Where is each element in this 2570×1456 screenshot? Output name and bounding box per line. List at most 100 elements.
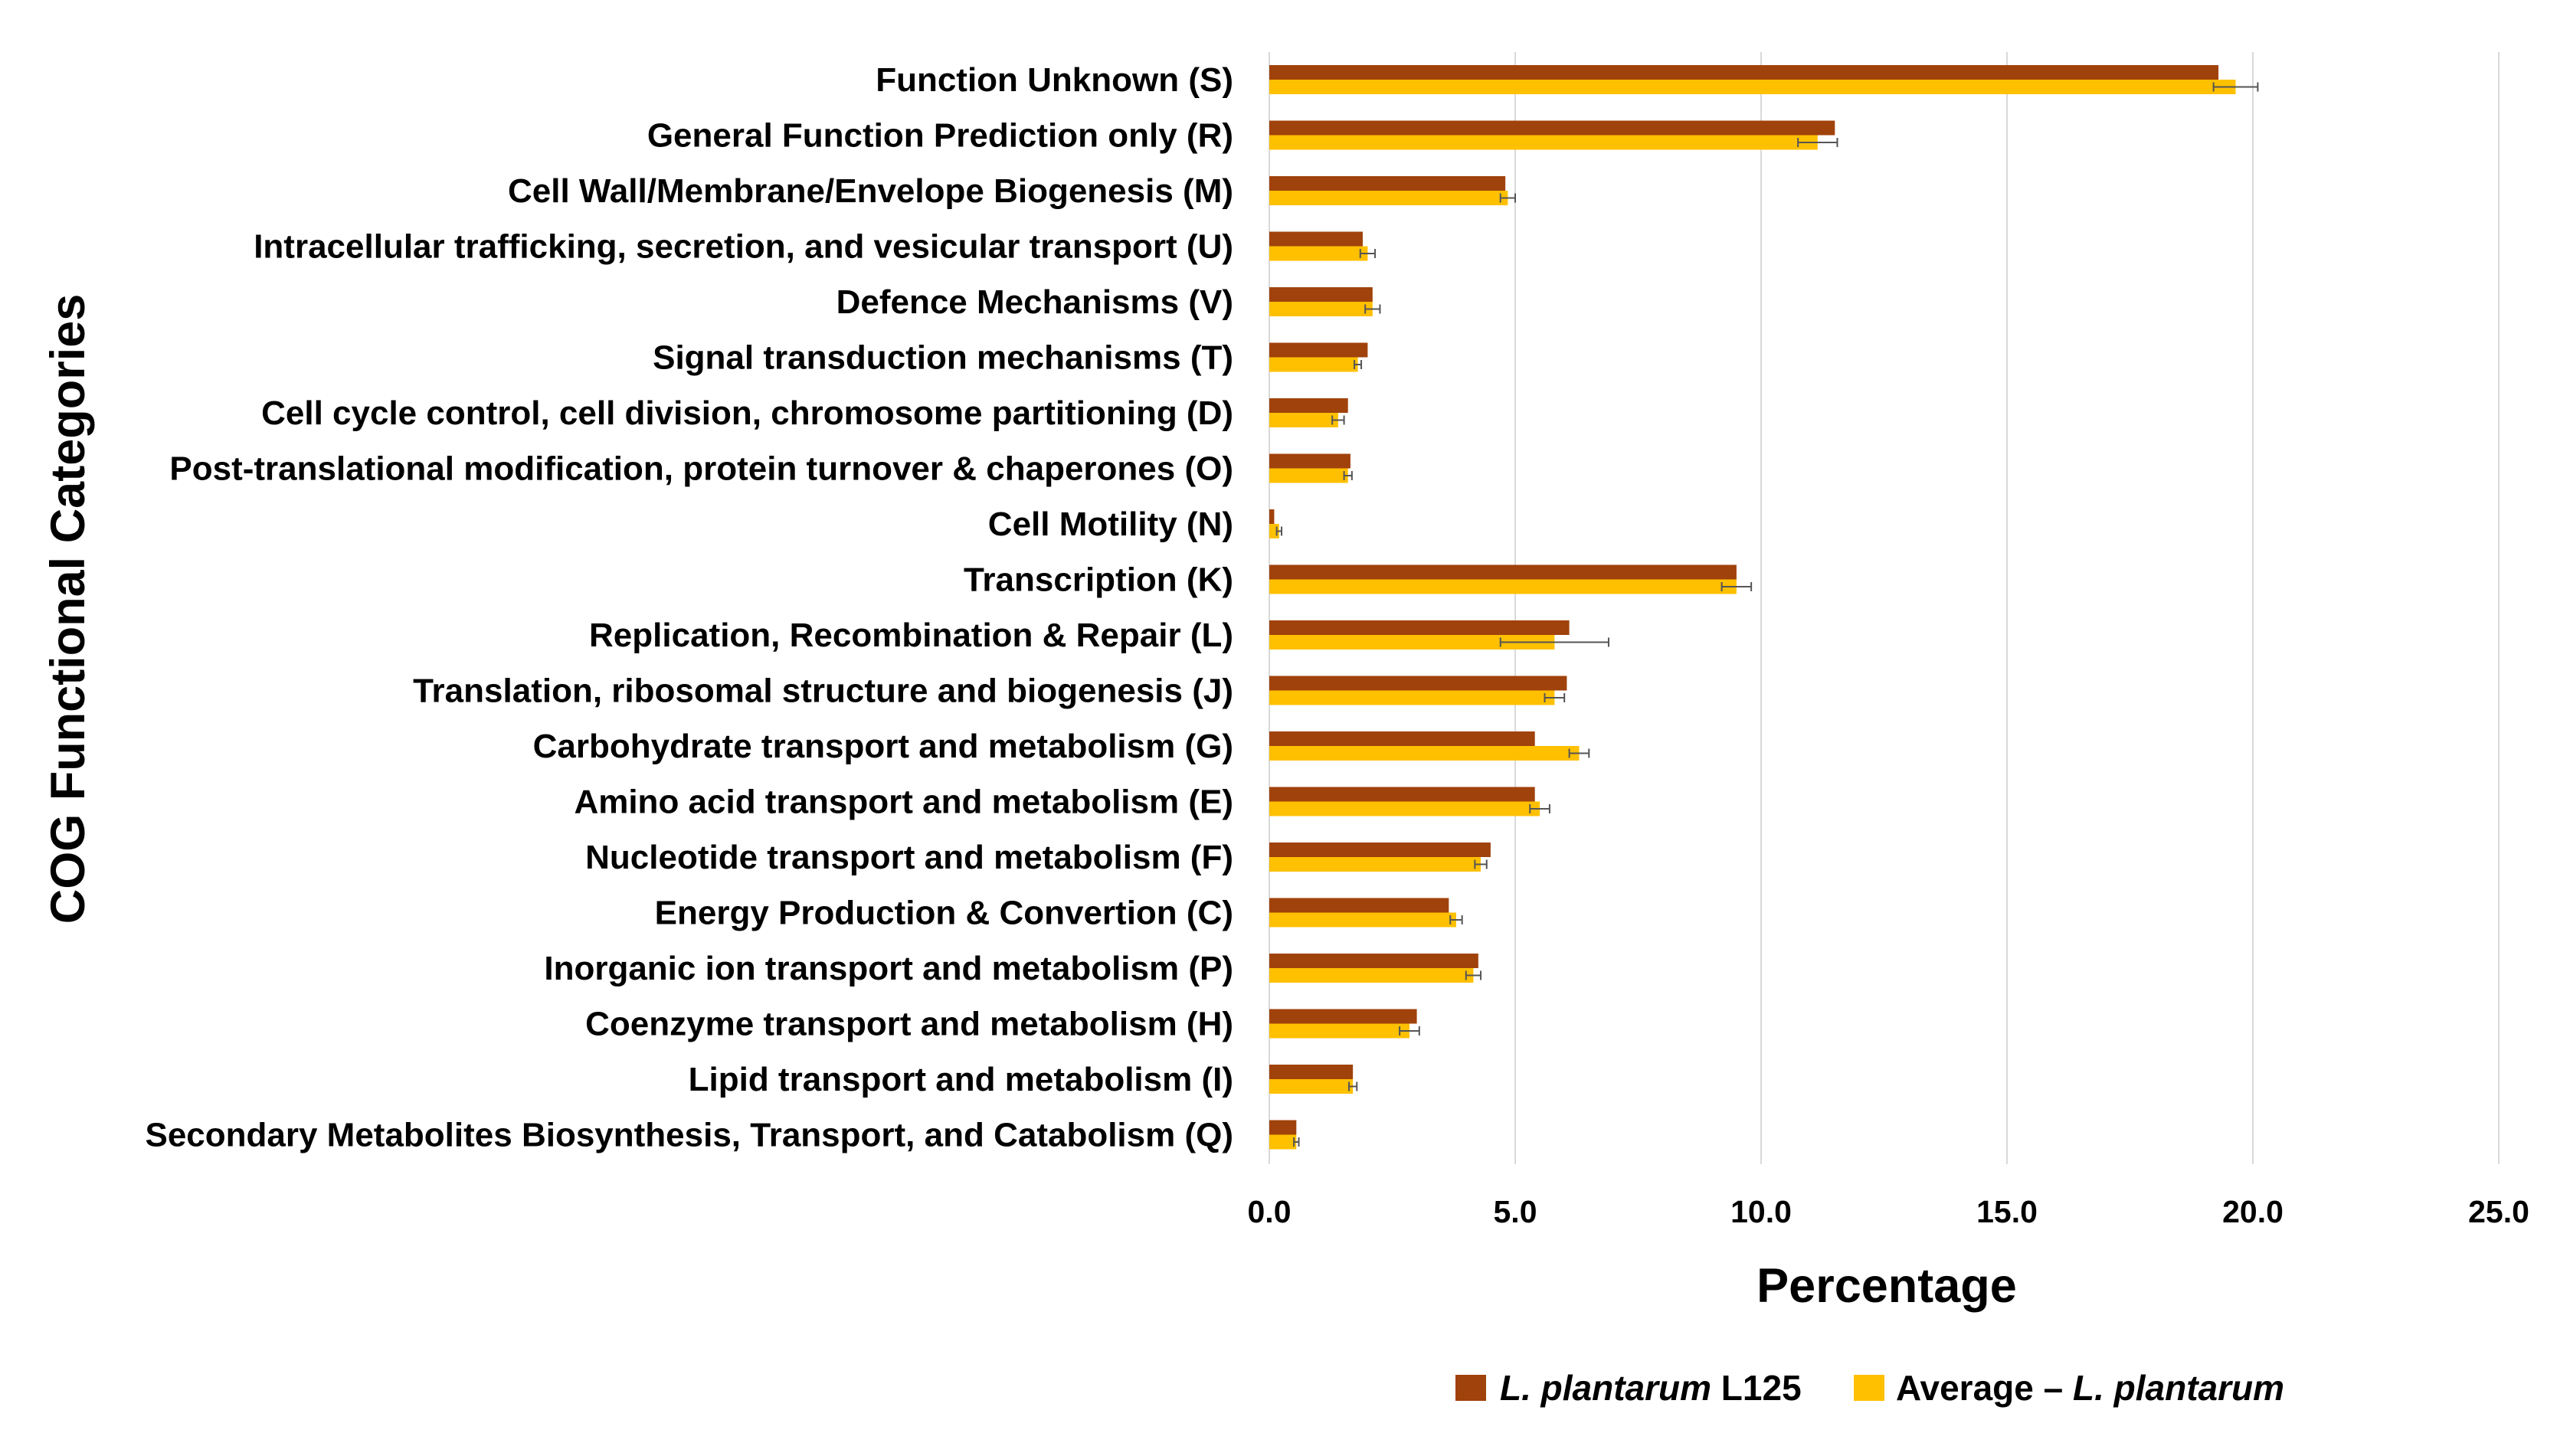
x-tick-labels: 0.0 5.0 10.0 15.0 20.0 25.0: [1248, 1194, 2529, 1229]
x-tick-label: 5.0: [1494, 1194, 1537, 1229]
gridlines: [1269, 52, 2500, 1164]
category-label: Nucleotide transport and metabolism (F): [585, 839, 1233, 876]
bar-average: [1269, 191, 1508, 205]
x-tick-label: 25.0: [2468, 1194, 2529, 1229]
category-label: Transcription (K): [964, 561, 1233, 599]
bar-l125: [1269, 787, 1535, 802]
category-label: Inorganic ion transport and metabolism (…: [544, 950, 1233, 987]
bar-average: [1269, 579, 1737, 594]
legend-label-l125-rest: L125: [1711, 1368, 1802, 1408]
bar-l125: [1269, 843, 1491, 857]
bar-l125: [1269, 231, 1363, 247]
category-label: Replication, Recombination & Repair (L): [589, 617, 1233, 654]
category-label: Cell Motility (N): [988, 506, 1233, 543]
error-bar: [1529, 804, 1550, 813]
category-label: Intracellular trafficking, secretion, an…: [254, 228, 1233, 266]
category-label: Cell Wall/Membrane/Envelope Biogenesis (…: [508, 172, 1233, 210]
bar-l125: [1269, 453, 1350, 469]
bar-l125: [1269, 1120, 1297, 1135]
bar-l125: [1269, 898, 1449, 913]
error-bar: [1354, 360, 1363, 369]
category-label: Defence Mechanisms (V): [836, 283, 1233, 321]
bar-l125: [1269, 1065, 1354, 1079]
bar-l125: [1269, 954, 1478, 968]
bar-average: [1269, 801, 1540, 816]
bar-average: [1269, 80, 2236, 94]
x-axis-title: Percentage: [1756, 1259, 2017, 1313]
error-bar: [1544, 693, 1566, 702]
error-bar: [1499, 193, 1516, 203]
bar-l125: [1269, 65, 2219, 80]
y-axis-title: COG Functional Categories: [41, 294, 95, 924]
legend-label-average-italic: L. plantarum: [2073, 1368, 2284, 1408]
error-bar: [1720, 582, 1753, 591]
bar-average: [1269, 690, 1555, 705]
bar-average: [1269, 1023, 1409, 1039]
error-bar: [1399, 1026, 1420, 1036]
category-label: Signal transduction mechanisms (T): [653, 339, 1233, 377]
error-bar: [1331, 415, 1345, 425]
bar-l125: [1269, 287, 1373, 302]
category-labels: Function Unknown (S) General Function Pre…: [145, 61, 1233, 1154]
x-tick-label: 15.0: [1976, 1194, 2038, 1229]
legend-label-l125: L. plantarum L125: [1500, 1368, 1802, 1408]
bar-average: [1269, 857, 1481, 872]
bar-l125: [1269, 509, 1275, 524]
legend: L. plantarum L125 Average – L. plantarum: [1455, 1368, 2284, 1408]
category-label: Coenzyme transport and metabolism (H): [585, 1006, 1233, 1043]
bar-average: [1269, 468, 1348, 483]
error-bar: [1275, 526, 1283, 536]
bar-average: [1269, 1079, 1354, 1094]
legend-swatch-average: [1854, 1375, 1884, 1401]
bar-l125: [1269, 731, 1535, 746]
category-label: Amino acid transport and metabolism (E): [574, 784, 1233, 821]
category-label: Secondary Metabolites Biosynthesis, Tran…: [145, 1117, 1233, 1154]
error-bar: [1499, 637, 1609, 647]
bar-l125: [1269, 620, 1570, 635]
bars: [1269, 65, 2259, 1150]
error-bar: [1293, 1137, 1300, 1147]
bar-average: [1269, 635, 1555, 649]
bar-l125: [1269, 676, 1567, 691]
bar-l125: [1269, 564, 1737, 580]
legend-label-average-prefix: Average –: [1896, 1368, 2073, 1408]
error-bar: [1465, 970, 1482, 980]
bar-l125: [1269, 342, 1368, 358]
error-bar: [1359, 249, 1377, 258]
category-label: Energy Production & Convertion (C): [655, 895, 1233, 932]
category-label: Post-translational modification, protein…: [169, 450, 1233, 488]
error-bar: [1568, 748, 1590, 758]
bar-l125: [1269, 120, 1835, 136]
error-bar: [1797, 138, 1838, 147]
bar-average: [1269, 302, 1373, 316]
error-bar: [1474, 859, 1488, 869]
legend-label-l125-italic: L. plantarum: [1500, 1368, 1711, 1408]
error-bar: [1348, 1081, 1358, 1091]
bar-average: [1269, 968, 1474, 983]
error-bar: [1364, 304, 1381, 314]
category-label: General Function Prediction only (R): [647, 117, 1233, 155]
category-label: Function Unknown (S): [876, 61, 1233, 99]
error-bar: [1343, 471, 1353, 480]
x-tick-label: 10.0: [1730, 1194, 1792, 1229]
legend-swatch-l125: [1455, 1375, 1486, 1401]
bar-l125: [1269, 1009, 1417, 1024]
bar-average: [1269, 1134, 1297, 1150]
bar-average: [1269, 746, 1580, 761]
category-label: Cell cycle control, cell division, chrom…: [261, 394, 1233, 432]
error-bar: [1449, 915, 1463, 924]
bar-l125: [1269, 398, 1348, 413]
legend-label-average: Average – L. plantarum: [1896, 1368, 2284, 1408]
bar-average: [1269, 246, 1368, 261]
error-bar: [2212, 82, 2259, 92]
x-tick-label: 20.0: [2222, 1194, 2284, 1229]
bar-average: [1269, 413, 1338, 427]
category-label: Carbohydrate transport and metabolism (G…: [533, 728, 1233, 765]
category-label: Lipid transport and metabolism (I): [689, 1061, 1233, 1098]
bar-average: [1269, 912, 1456, 928]
category-label: Translation, ribosomal structure and bio…: [413, 672, 1233, 710]
bar-average: [1269, 357, 1358, 372]
bar-l125: [1269, 176, 1506, 191]
x-tick-label: 0.0: [1248, 1194, 1292, 1229]
